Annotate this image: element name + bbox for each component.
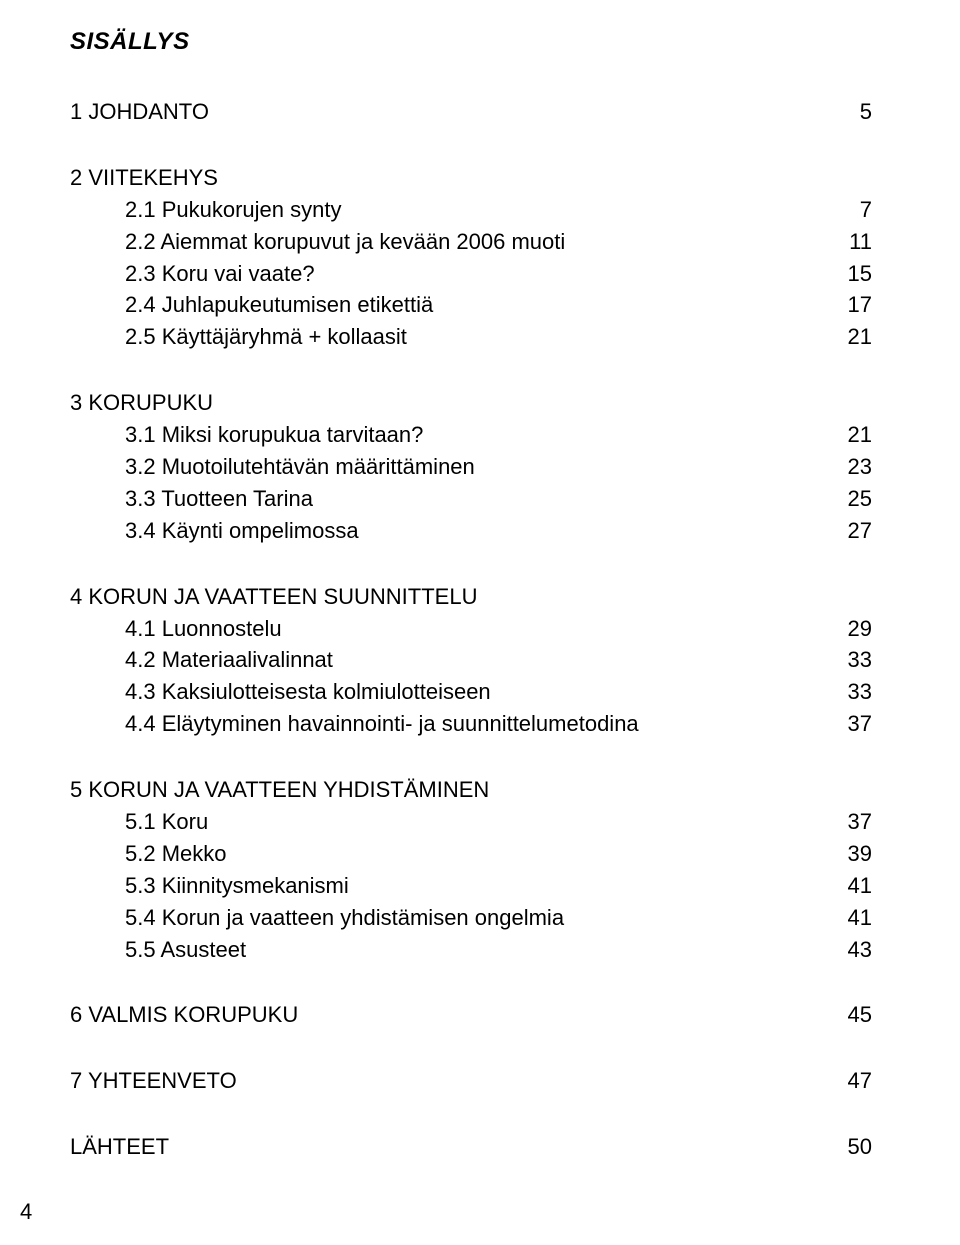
toc-heading-page: 47 <box>832 1065 872 1097</box>
toc-heading-row: 2 VIITEKEHYS <box>70 162 872 194</box>
toc-item-row: 4.2 Materiaalivalinnat 33 <box>70 644 872 676</box>
toc-item-row: 5.5 Asusteet 43 <box>70 934 872 966</box>
toc-heading-label: 3 KORUPUKU <box>70 387 213 419</box>
toc-heading-row: 4 KORUN JA VAATTEEN SUUNNITTELU <box>70 581 872 613</box>
toc-heading-row: 1 JOHDANTO 5 <box>70 96 872 128</box>
toc-heading-page <box>832 581 872 613</box>
toc-item-label: 5.4 Korun ja vaatteen yhdistämisen ongel… <box>70 902 564 934</box>
toc-heading-page <box>832 774 872 806</box>
toc-heading-page <box>832 162 872 194</box>
toc-title: SISÄLLYS <box>70 28 872 56</box>
toc-item-label: 2.5 Käyttäjäryhmä + kollaasit <box>70 321 407 353</box>
toc-item-page: 25 <box>832 483 872 515</box>
toc-item-page: 39 <box>832 838 872 870</box>
toc-item-label: 3.1 Miksi korupukua tarvitaan? <box>70 419 423 451</box>
document-page: SISÄLLYS 1 JOHDANTO 5 2 VIITEKEHYS 2.1 P… <box>0 0 960 1245</box>
toc-item-page: 33 <box>832 644 872 676</box>
toc-item-page: 27 <box>832 515 872 547</box>
toc-item-row: 3.1 Miksi korupukua tarvitaan? 21 <box>70 419 872 451</box>
page-number: 4 <box>20 1199 32 1225</box>
toc-item-row: 5.1 Koru 37 <box>70 806 872 838</box>
toc-heading-page: 50 <box>832 1131 872 1163</box>
toc-item-row: 3.3 Tuotteen Tarina 25 <box>70 483 872 515</box>
toc-section: 4 KORUN JA VAATTEEN SUUNNITTELU 4.1 Luon… <box>70 581 872 740</box>
toc-item-page: 7 <box>832 194 872 226</box>
toc-item-label: 3.3 Tuotteen Tarina <box>70 483 313 515</box>
toc-heading-row: 3 KORUPUKU <box>70 387 872 419</box>
toc-section: 5 KORUN JA VAATTEEN YHDISTÄMINEN 5.1 Kor… <box>70 774 872 965</box>
toc-heading-label: 6 VALMIS KORUPUKU <box>70 999 298 1031</box>
toc-section: 7 YHTEENVETO 47 <box>70 1065 872 1097</box>
toc-item-row: 2.5 Käyttäjäryhmä + kollaasit 21 <box>70 321 872 353</box>
toc-item-label: 3.2 Muotoilutehtävän määrittäminen <box>70 451 475 483</box>
toc-item-row: 5.3 Kiinnitysmekanismi 41 <box>70 870 872 902</box>
toc-item-row: 5.4 Korun ja vaatteen yhdistämisen ongel… <box>70 902 872 934</box>
toc-item-page: 29 <box>832 613 872 645</box>
toc-item-label: 4.4 Eläytyminen havainnointi- ja suunnit… <box>70 708 639 740</box>
toc-section: 2 VIITEKEHYS 2.1 Pukukorujen synty 7 2.2… <box>70 162 872 353</box>
toc-item-label: 5.5 Asusteet <box>70 934 246 966</box>
toc-item-label: 5.3 Kiinnitysmekanismi <box>70 870 349 902</box>
toc-item-row: 5.2 Mekko 39 <box>70 838 872 870</box>
toc-item-page: 21 <box>832 419 872 451</box>
toc-item-row: 2.3 Koru vai vaate? 15 <box>70 258 872 290</box>
toc-heading-row: 5 KORUN JA VAATTEEN YHDISTÄMINEN <box>70 774 872 806</box>
toc-item-row: 4.1 Luonnostelu 29 <box>70 613 872 645</box>
toc-section: LÄHTEET 50 <box>70 1131 872 1163</box>
toc-item-row: 3.2 Muotoilutehtävän määrittäminen 23 <box>70 451 872 483</box>
toc-item-page: 15 <box>832 258 872 290</box>
toc-item-page: 33 <box>832 676 872 708</box>
toc-item-label: 4.3 Kaksiulotteisesta kolmiulotteiseen <box>70 676 491 708</box>
toc-item-row: 2.1 Pukukorujen synty 7 <box>70 194 872 226</box>
toc-heading-label: 7 YHTEENVETO <box>70 1065 237 1097</box>
toc-section: 3 KORUPUKU 3.1 Miksi korupukua tarvitaan… <box>70 387 872 546</box>
toc-item-page: 41 <box>832 902 872 934</box>
toc-section: 6 VALMIS KORUPUKU 45 <box>70 999 872 1031</box>
toc-item-label: 4.1 Luonnostelu <box>70 613 282 645</box>
toc-heading-label: LÄHTEET <box>70 1131 169 1163</box>
toc-item-label: 3.4 Käynti ompelimossa <box>70 515 359 547</box>
toc-heading-row: 7 YHTEENVETO 47 <box>70 1065 872 1097</box>
toc-heading-label: 2 VIITEKEHYS <box>70 162 218 194</box>
toc-item-label: 2.1 Pukukorujen synty <box>70 194 341 226</box>
toc-item-label: 4.2 Materiaalivalinnat <box>70 644 333 676</box>
toc-heading-label: 4 KORUN JA VAATTEEN SUUNNITTELU <box>70 581 477 613</box>
toc-item-label: 2.3 Koru vai vaate? <box>70 258 315 290</box>
toc-heading-page: 45 <box>832 999 872 1031</box>
toc-item-row: 2.4 Juhlapukeutumisen etikettiä 17 <box>70 289 872 321</box>
toc-item-page: 23 <box>832 451 872 483</box>
toc-item-page: 21 <box>832 321 872 353</box>
toc-item-page: 37 <box>832 806 872 838</box>
toc-item-label: 5.1 Koru <box>70 806 208 838</box>
toc-item-page: 43 <box>832 934 872 966</box>
toc-item-row: 4.3 Kaksiulotteisesta kolmiulotteiseen 3… <box>70 676 872 708</box>
toc-item-label: 2.4 Juhlapukeutumisen etikettiä <box>70 289 433 321</box>
toc-item-page: 41 <box>832 870 872 902</box>
toc-heading-page: 5 <box>832 96 872 128</box>
toc-item-label: 5.2 Mekko <box>70 838 227 870</box>
toc-heading-page <box>832 387 872 419</box>
toc-item-row: 4.4 Eläytyminen havainnointi- ja suunnit… <box>70 708 872 740</box>
toc-item-page: 17 <box>832 289 872 321</box>
toc-item-row: 3.4 Käynti ompelimossa 27 <box>70 515 872 547</box>
toc-item-page: 11 <box>832 226 872 258</box>
toc-item-row: 2.2 Aiemmat korupuvut ja kevään 2006 muo… <box>70 226 872 258</box>
toc-heading-label: 1 JOHDANTO <box>70 96 209 128</box>
toc-heading-label: 5 KORUN JA VAATTEEN YHDISTÄMINEN <box>70 774 489 806</box>
toc-heading-row: LÄHTEET 50 <box>70 1131 872 1163</box>
toc-item-label: 2.2 Aiemmat korupuvut ja kevään 2006 muo… <box>70 226 565 258</box>
toc-section: 1 JOHDANTO 5 <box>70 96 872 128</box>
toc-item-page: 37 <box>832 708 872 740</box>
toc-heading-row: 6 VALMIS KORUPUKU 45 <box>70 999 872 1031</box>
